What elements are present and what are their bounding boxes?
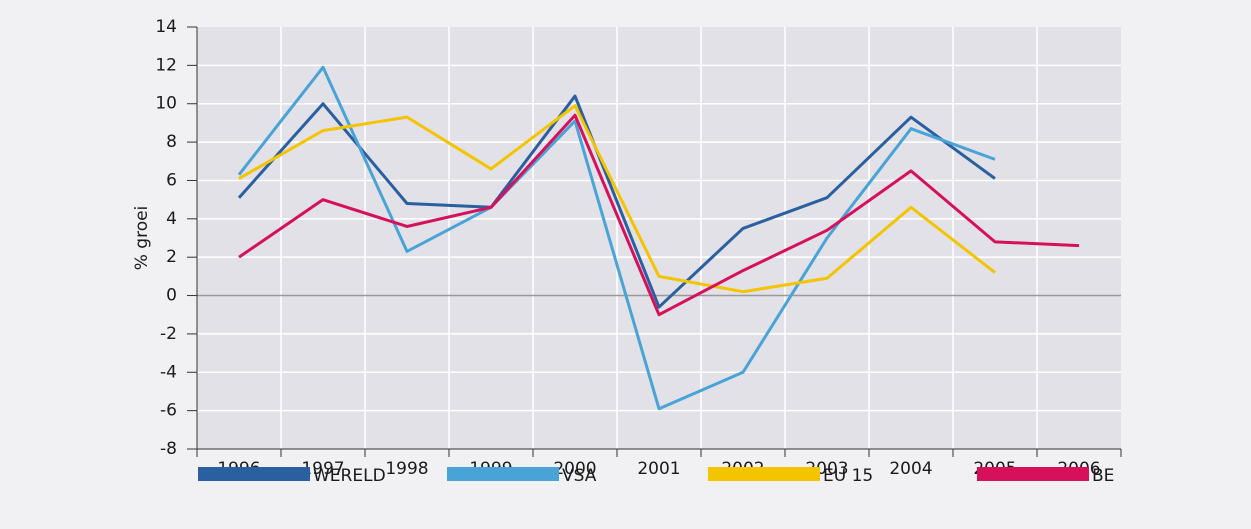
legend-label: BE [1092,466,1114,486]
y-tick-label: -4 [160,362,177,382]
y-tick-label: 8 [166,132,177,152]
x-tick-label: 2000 [553,459,596,479]
legend-swatch [708,467,820,481]
series-line [238,104,996,294]
y-tick-label: 10 [155,94,177,114]
plot-area [197,27,1121,449]
legend-swatch [977,467,1089,481]
series-line [237,94,996,309]
y-tick-label: 0 [166,286,177,306]
y-tick-label: -6 [160,401,177,421]
legend-label: EU 15 [823,466,873,486]
y-tick-label: 6 [166,170,177,190]
y-tick-label: -8 [160,439,177,459]
y-tick-label: 12 [155,55,177,75]
legend-swatch [447,467,559,481]
legend-label: VSA [562,466,597,486]
legend-swatch [198,467,310,481]
y-axis-label: % groei [132,206,152,271]
y-tick-label: 2 [166,247,177,267]
y-tick-label: 4 [166,209,177,229]
series-line [238,113,1080,317]
x-tick-label: 1998 [385,459,428,479]
y-tick-label: 14 [155,17,177,37]
legend-label: WERELD [313,466,386,486]
y-tick-label: -2 [160,324,177,344]
x-tick-label: 1997 [301,459,344,479]
series-line [237,65,996,411]
x-tick-label: 2004 [889,459,932,479]
x-tick-label: 2001 [637,459,680,479]
